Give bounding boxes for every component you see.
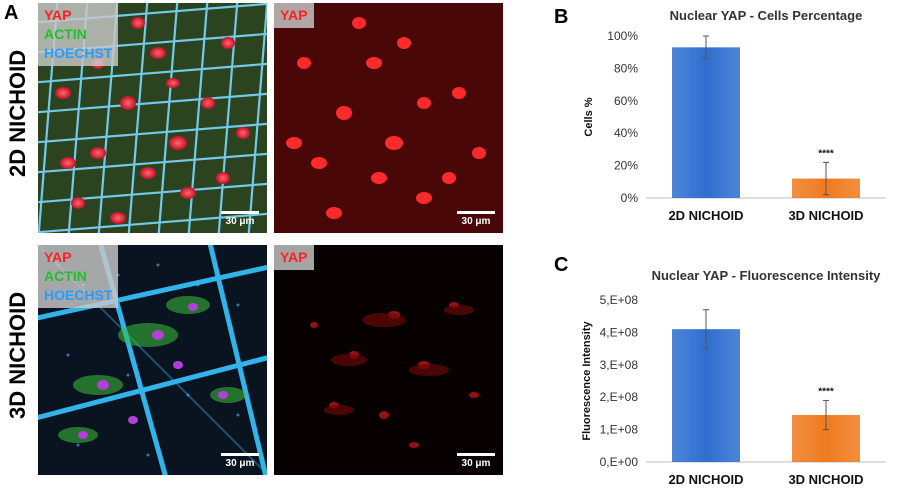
micrograph-2d-yap: YAP 30 μm: [274, 3, 503, 233]
scale-bar-label: 30 μm: [461, 458, 491, 469]
scale-bar-label: 30 μm: [225, 216, 255, 227]
scale-bar: 30 μm: [221, 211, 259, 227]
row-label-2d: 2D NICHOID: [5, 49, 30, 177]
scale-bar-label: 30 μm: [461, 216, 491, 227]
chart-title: Nuclear YAP - Cells Percentage: [670, 8, 863, 23]
legend-actin: ACTIN: [44, 26, 87, 42]
row-label-3d: 3D NICHOID: [5, 291, 30, 419]
micrograph-3d-merged: YAP ACTIN HOECHST 30 μm: [38, 245, 267, 475]
legend-yap: YAP: [280, 7, 308, 23]
bar-2d: [672, 47, 740, 199]
significance-label: ****: [818, 386, 834, 397]
chart-fluorescence-intensity: Nuclear YAP - Fluorescence Intensity Fluo…: [570, 258, 910, 490]
y-tick-label: 40%: [614, 126, 638, 140]
significance-label: ****: [818, 148, 834, 159]
micrograph-2d-merged: YAP ACTIN HOECHST 30 μm: [38, 3, 267, 233]
legend-yap: YAP: [44, 7, 72, 23]
category-label: 3D NICHOID: [788, 208, 863, 223]
legend-actin: ACTIN: [44, 268, 87, 284]
category-label: 3D NICHOID: [788, 472, 863, 487]
y-tick-label: 60%: [614, 94, 638, 108]
micrograph-3d-yap-image: [274, 245, 503, 475]
micrograph-2d-yap-image: [274, 3, 503, 233]
legend-yap: YAP: [280, 249, 308, 265]
y-tick-label: 0,E+00: [600, 455, 639, 469]
legend-hoechst: HOECHST: [44, 287, 113, 303]
chart-cells-percentage-svg: Nuclear YAP - Cells Percentage Cells % 0% 2…: [583, 8, 886, 223]
y-tick-label: 1,E+08: [600, 423, 639, 437]
scale-bar: 30 μm: [221, 453, 259, 469]
bar-2d: [672, 329, 740, 462]
legend-yap: YAP: [44, 249, 72, 265]
scale-bar: 30 μm: [457, 211, 495, 227]
y-axis-label: Cells %: [583, 97, 595, 136]
y-tick-label: 20%: [614, 159, 638, 173]
chart-title: Nuclear YAP - Fluorescence Intensity: [652, 268, 882, 283]
scale-bar-label: 30 μm: [225, 458, 255, 469]
scale-bar: 30 μm: [457, 453, 495, 469]
panel-label-a: A: [4, 2, 19, 24]
category-label: 2D NICHOID: [668, 472, 743, 487]
category-label: 2D NICHOID: [668, 208, 743, 223]
legend-merged-3d: YAP ACTIN HOECHST: [38, 245, 119, 308]
panel-label-c: C: [554, 254, 569, 276]
y-tick-label: 2,E+08: [600, 390, 639, 404]
y-axis-label: Fluorescence Intensity: [581, 321, 593, 441]
y-tick-label: 5,E+08: [600, 293, 639, 307]
legend-hoechst: HOECHST: [44, 45, 113, 61]
legend-yap-2d: YAP: [274, 3, 314, 28]
chart-cells-percentage: Nuclear YAP - Cells Percentage Cells % 0% 2…: [570, 0, 910, 240]
y-tick-label: 3,E+08: [600, 358, 639, 372]
y-tick-label: 0%: [621, 191, 639, 205]
legend-merged-2d: YAP ACTIN HOECHST: [38, 3, 119, 66]
panel-label-b: B: [554, 6, 569, 28]
y-tick-label: 80%: [614, 61, 638, 75]
y-tick-label: 4,E+08: [600, 325, 639, 339]
legend-yap-3d: YAP: [274, 245, 314, 270]
chart-fluorescence-intensity-svg: Nuclear YAP - Fluorescence Intensity Fluo…: [581, 268, 886, 487]
y-tick-label: 100%: [607, 29, 638, 43]
micrograph-3d-yap: YAP 30 μm: [274, 245, 503, 475]
